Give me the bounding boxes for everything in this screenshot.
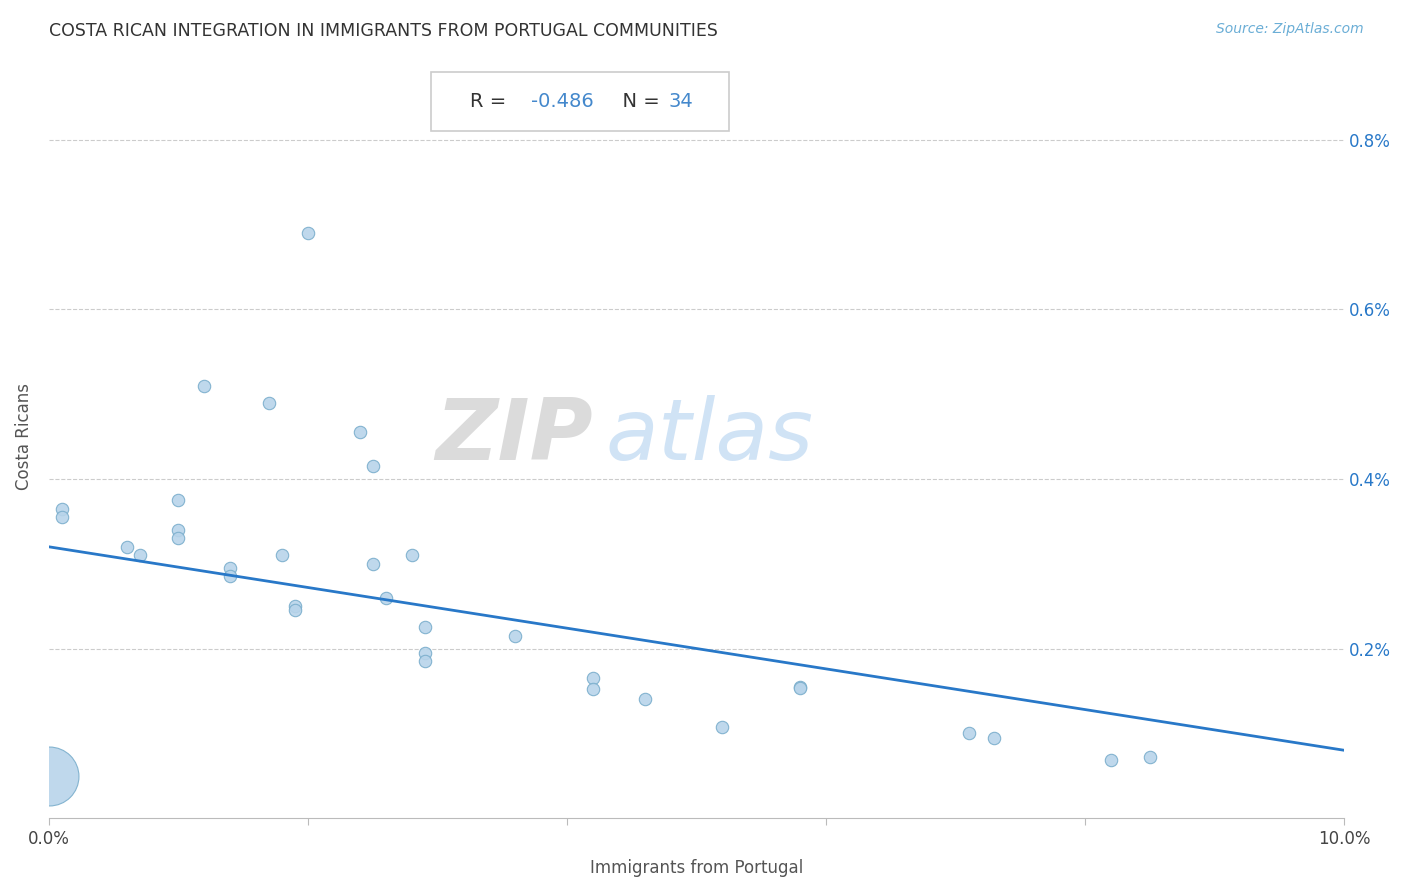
Point (401, 549, 423, 563)
Point (271, 549, 294, 563)
Point (361, 557, 384, 571)
Point (789, 680, 811, 694)
Point (51, 510, 73, 524)
Point (503, 629, 526, 643)
Point (374, 591, 396, 605)
Text: 34: 34 (668, 92, 693, 112)
Point (284, 603, 307, 617)
Point (711, 719, 734, 733)
Text: ZIP: ZIP (436, 395, 593, 478)
X-axis label: Immigrants from Portugal: Immigrants from Portugal (591, 859, 803, 877)
Text: R =: R = (470, 92, 512, 112)
Point (167, 532, 190, 546)
Point (115, 540, 138, 554)
Y-axis label: Costa Ricans: Costa Ricans (15, 383, 32, 490)
Point (284, 599, 307, 614)
Point (413, 654, 436, 668)
Point (413, 620, 436, 634)
Text: atlas: atlas (606, 395, 814, 478)
Point (349, 425, 371, 440)
Text: -0.486: -0.486 (531, 92, 593, 112)
Point (582, 682, 605, 697)
Point (128, 549, 150, 563)
Point (167, 523, 190, 537)
Point (413, 646, 436, 660)
Point (297, 226, 319, 240)
Text: N =: N = (610, 92, 666, 112)
Point (789, 681, 811, 696)
Text: COSTA RICAN INTEGRATION IN IMMIGRANTS FROM PORTUGAL COMMUNITIES: COSTA RICAN INTEGRATION IN IMMIGRANTS FR… (49, 22, 718, 40)
Point (38, 769, 60, 783)
Point (957, 726, 980, 740)
Point (51, 501, 73, 516)
Point (219, 561, 242, 575)
Point (582, 671, 605, 685)
Point (634, 692, 657, 706)
Point (219, 569, 242, 583)
Text: Source: ZipAtlas.com: Source: ZipAtlas.com (1216, 22, 1364, 37)
Point (257, 395, 280, 409)
Point (983, 731, 1005, 745)
Point (1099, 754, 1122, 768)
Point (1139, 750, 1161, 764)
Point (167, 493, 190, 508)
FancyBboxPatch shape (432, 72, 728, 131)
Point (361, 459, 384, 474)
Point (193, 378, 215, 392)
